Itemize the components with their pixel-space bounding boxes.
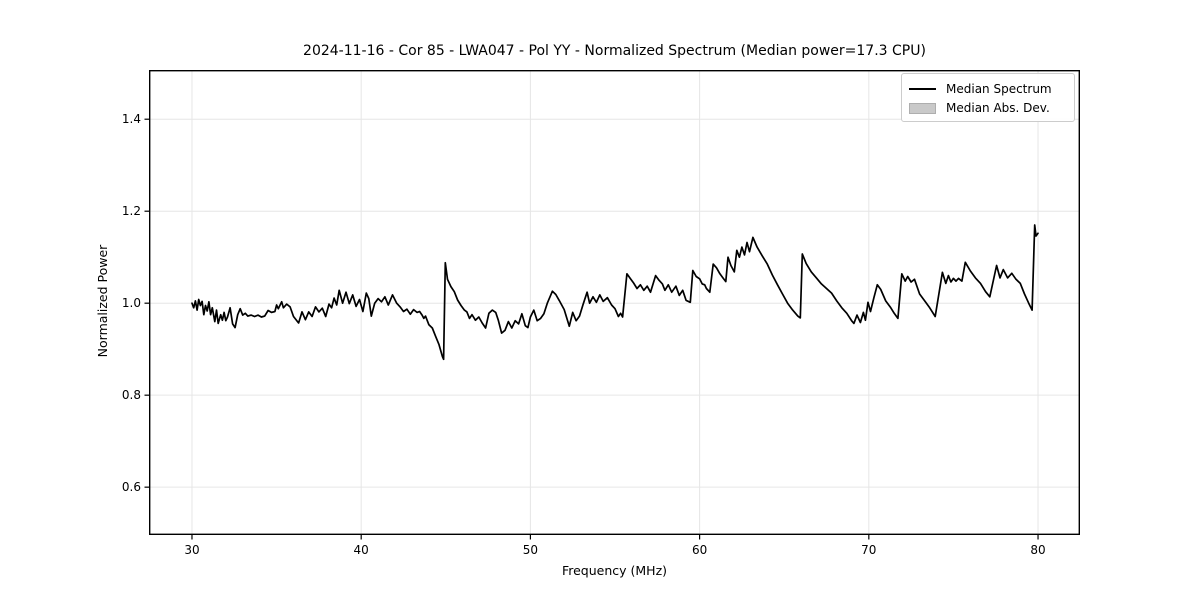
y-tick-label: 1.0 [121, 295, 141, 310]
chart-title: 2024-11-16 - Cor 85 - LWA047 - Pol YY - … [303, 43, 926, 59]
x-axis-label: Frequency (MHz) [561, 563, 668, 578]
y-tick-label: 0.6 [121, 479, 141, 494]
grid [149, 70, 1080, 535]
x-tick-label: 70 [861, 543, 877, 557]
mad-band [192, 224, 1038, 361]
x-tick-label: 80 [1030, 543, 1046, 557]
y-tick-label: 0.8 [121, 387, 141, 402]
axes-spines [148, 69, 1080, 536]
legend-entry-mad: Median Abs. Dev. [909, 99, 1066, 117]
x-tick-label: 30 [184, 543, 200, 557]
legend: Median Spectrum Median Abs. Dev. [901, 73, 1075, 122]
y-tick-label: 1.4 [121, 111, 141, 126]
plot-area [144, 69, 1080, 540]
y-tick-label: 1.2 [121, 203, 141, 218]
tick-marks [144, 118, 1039, 540]
x-tick-label: 60 [691, 543, 708, 557]
legend-label-median-spectrum: Median Spectrum [946, 82, 1052, 96]
legend-line-swatch [909, 88, 936, 90]
median-spectrum-line [191, 224, 1039, 361]
x-tick-label: 50 [522, 543, 539, 557]
x-tick-label: 40 [353, 543, 369, 557]
legend-entry-median-spectrum: Median Spectrum [909, 80, 1066, 98]
legend-patch-swatch [909, 102, 936, 114]
legend-label-mad: Median Abs. Dev. [946, 101, 1050, 115]
